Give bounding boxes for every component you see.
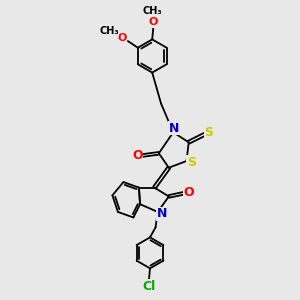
Text: Cl: Cl: [142, 280, 155, 293]
Text: O: O: [184, 185, 194, 199]
Text: CH₃: CH₃: [99, 26, 119, 36]
Text: N: N: [157, 207, 167, 220]
Text: O: O: [117, 33, 127, 43]
Text: O: O: [148, 17, 158, 27]
Text: S: S: [187, 156, 196, 169]
Text: O: O: [132, 149, 143, 162]
Text: CH₃: CH₃: [142, 6, 162, 16]
Text: S: S: [205, 126, 214, 139]
Text: N: N: [169, 122, 179, 135]
